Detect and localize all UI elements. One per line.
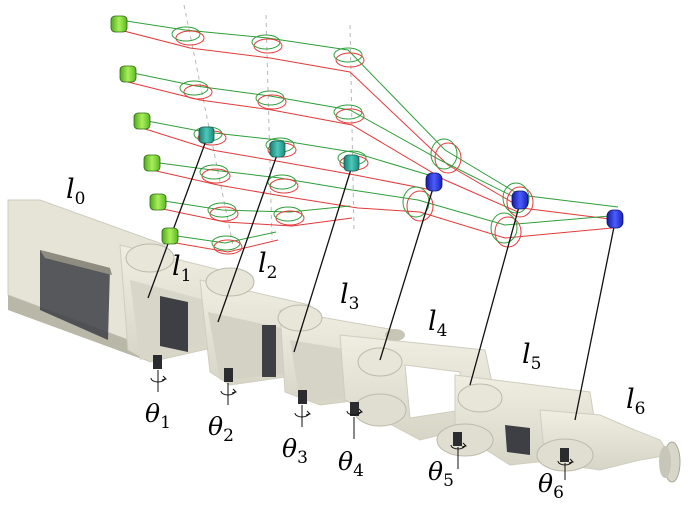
tendon-red-3 bbox=[141, 127, 433, 191]
tendon-red-6 bbox=[169, 239, 279, 253]
tendon-red-5 bbox=[157, 207, 353, 227]
rotation-arrow-3 bbox=[294, 405, 311, 427]
motor-green-2 bbox=[119, 65, 137, 83]
tendon-red-4 bbox=[151, 169, 613, 239]
cables bbox=[147, 137, 616, 421]
joint-label-5: θ5 bbox=[428, 457, 454, 491]
joint-labels: θ1 θ2 θ3 θ4 θ5 θ6 bbox=[145, 399, 564, 503]
link-labels: l0 l1 l2 l3 l4 l5 l6 bbox=[66, 174, 645, 419]
motor-teal-2 bbox=[269, 140, 286, 158]
tendon-green-5 bbox=[157, 199, 351, 213]
link-label-3: l3 bbox=[340, 279, 359, 314]
rotation-arrow-2 bbox=[220, 383, 237, 405]
guide-lines bbox=[183, 4, 355, 251]
motor-green-1 bbox=[110, 15, 128, 33]
rotation-arrow-6 bbox=[557, 458, 574, 480]
joint-label-4: θ4 bbox=[338, 447, 364, 481]
link-label-0: l0 bbox=[66, 174, 85, 209]
tendon-green-4 bbox=[151, 161, 611, 226]
motor-blue-1 bbox=[425, 172, 443, 192]
link-label-6: l6 bbox=[626, 384, 645, 419]
tendon-green-2 bbox=[127, 71, 521, 201]
motor-green-6 bbox=[161, 227, 179, 245]
joint-label-1: θ1 bbox=[145, 399, 171, 433]
rotation-arrow-5 bbox=[450, 442, 467, 469]
link-label-2: l2 bbox=[258, 248, 277, 283]
motor-blue-3 bbox=[606, 209, 624, 229]
motor-blue-2 bbox=[511, 190, 529, 210]
motor-green-3 bbox=[133, 112, 151, 130]
rotation-arrows bbox=[150, 370, 574, 480]
motor-teal-1 bbox=[198, 126, 215, 144]
link-label-1: l1 bbox=[172, 251, 191, 286]
motors-teal bbox=[198, 126, 360, 172]
rotation-arrow-4 bbox=[346, 408, 363, 439]
joint-label-6: θ6 bbox=[538, 469, 564, 503]
joint-label-2: θ2 bbox=[208, 412, 234, 446]
motors-blue bbox=[425, 172, 624, 229]
tendon-green-3 bbox=[141, 119, 433, 177]
joint-label-3: θ3 bbox=[282, 434, 308, 468]
motor-teal-3 bbox=[343, 154, 360, 172]
link-label-4: l4 bbox=[428, 306, 447, 341]
tendon-green-6 bbox=[169, 231, 277, 244]
arm-body bbox=[7, 199, 681, 483]
link-label-5: l5 bbox=[522, 339, 541, 374]
tendon-green-1 bbox=[119, 19, 619, 208]
rotation-arrow-1 bbox=[150, 370, 167, 392]
tendon-red-1 bbox=[119, 29, 619, 221]
motors-green bbox=[110, 15, 179, 245]
motor-green-4 bbox=[143, 154, 161, 172]
motor-green-5 bbox=[149, 193, 167, 211]
